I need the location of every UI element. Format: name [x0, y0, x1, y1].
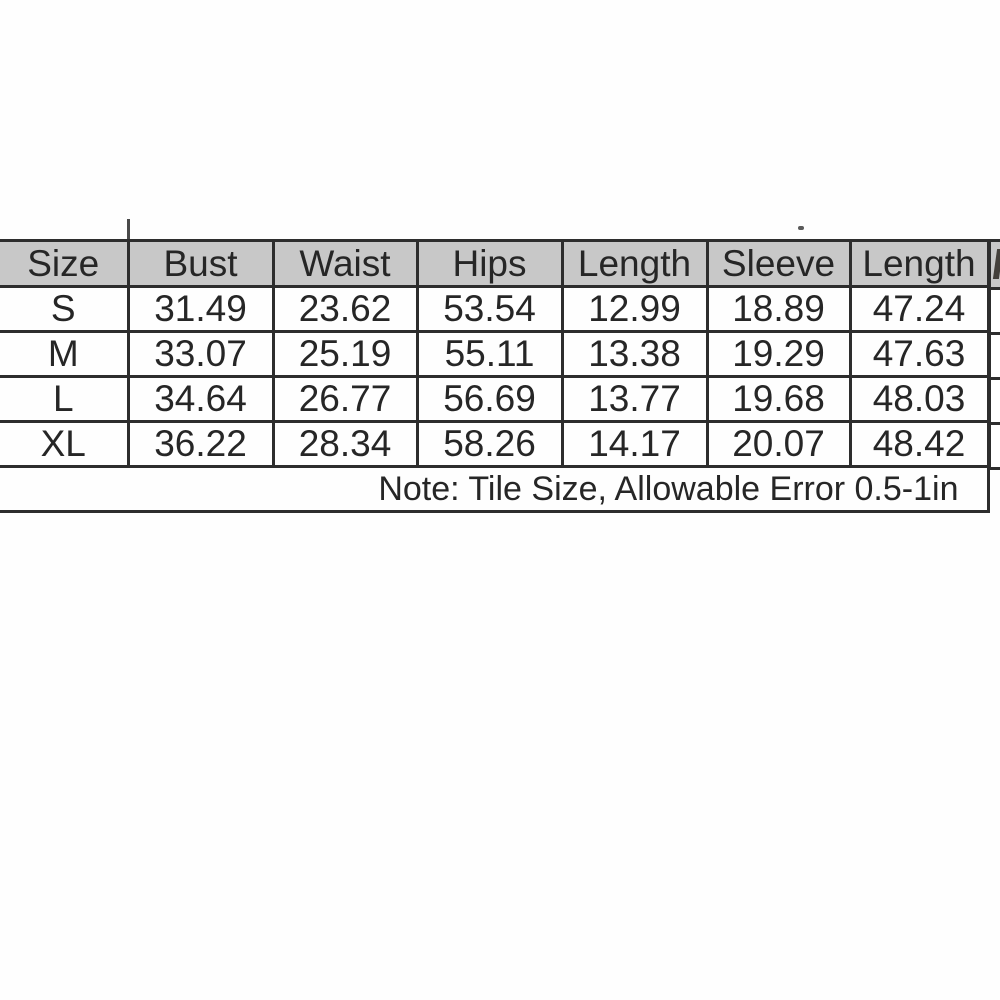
measurement-cell: 19.29 [705, 330, 852, 378]
measurement-cell: 13.38 [560, 330, 709, 378]
measurement-cell: 12.99 [560, 285, 709, 333]
clipped-column-cell [991, 425, 1000, 470]
clipped-column-header [991, 242, 1000, 290]
size-cell: XL [0, 420, 130, 468]
measurement-cell: 33.07 [126, 330, 275, 378]
size-cell: L [0, 375, 130, 423]
measurement-cell: 36.22 [126, 420, 275, 468]
measurement-cell: 31.49 [126, 285, 275, 333]
measurement-cell: 28.34 [271, 420, 419, 468]
measurement-cell: 20.07 [705, 420, 852, 468]
header-cell-bust: Bust [126, 239, 275, 288]
clipped-letter-fragment [992, 249, 1000, 279]
clipped-column-sliver [988, 239, 1000, 470]
table-row-xl: XL 36.22 28.34 58.26 14.17 20.07 48.42 [0, 420, 990, 468]
header-cell-waist: Waist [271, 239, 419, 288]
measurement-cell: 53.54 [415, 285, 564, 333]
measurement-cell: 56.69 [415, 375, 564, 423]
clipped-column-cell [991, 335, 1000, 380]
header-cell-length: Length [560, 239, 709, 288]
size-cell: M [0, 330, 130, 378]
measurement-cell: 13.77 [560, 375, 709, 423]
measurement-cell: 19.68 [705, 375, 852, 423]
table-row-l: L 34.64 26.77 56.69 13.77 19.68 48.03 [0, 375, 990, 423]
clipped-column-cell [991, 290, 1000, 335]
measurement-cell: 47.63 [848, 330, 990, 378]
measurement-cell: 55.11 [415, 330, 564, 378]
measurement-cell: 48.03 [848, 375, 990, 423]
header-cell-sleeve: Sleeve [705, 239, 852, 288]
measurement-cell: 18.89 [705, 285, 852, 333]
header-cell-length-2: Length [848, 239, 990, 288]
measurement-cell: 34.64 [126, 375, 275, 423]
header-cell-size: Size [0, 239, 130, 288]
measurement-cell: 47.24 [848, 285, 990, 333]
note-cell: Note: Tile Size, Allowable Error 0.5-1in [0, 465, 990, 513]
column-divider-stub [127, 219, 130, 240]
clipped-column-cell [991, 380, 1000, 425]
measurement-cell: 14.17 [560, 420, 709, 468]
measurement-cell: 26.77 [271, 375, 419, 423]
measurement-cell: 25.19 [271, 330, 419, 378]
measurement-cell: 58.26 [415, 420, 564, 468]
size-cell: S [0, 285, 130, 333]
note-row: Note: Tile Size, Allowable Error 0.5-1in [0, 465, 990, 513]
table-row-s: S 31.49 23.62 53.54 12.99 18.89 47.24 [0, 285, 990, 333]
measurement-cell: 48.42 [848, 420, 990, 468]
size-chart-table: Size Bust Waist Hips Length Sleeve Lengt… [0, 239, 990, 513]
table-row-m: M 33.07 25.19 55.11 13.38 19.29 47.63 [0, 330, 990, 378]
header-cell-hips: Hips [415, 239, 564, 288]
header-row: Size Bust Waist Hips Length Sleeve Lengt… [0, 239, 990, 288]
speck-artifact [798, 226, 804, 230]
measurement-cell: 23.62 [271, 285, 419, 333]
